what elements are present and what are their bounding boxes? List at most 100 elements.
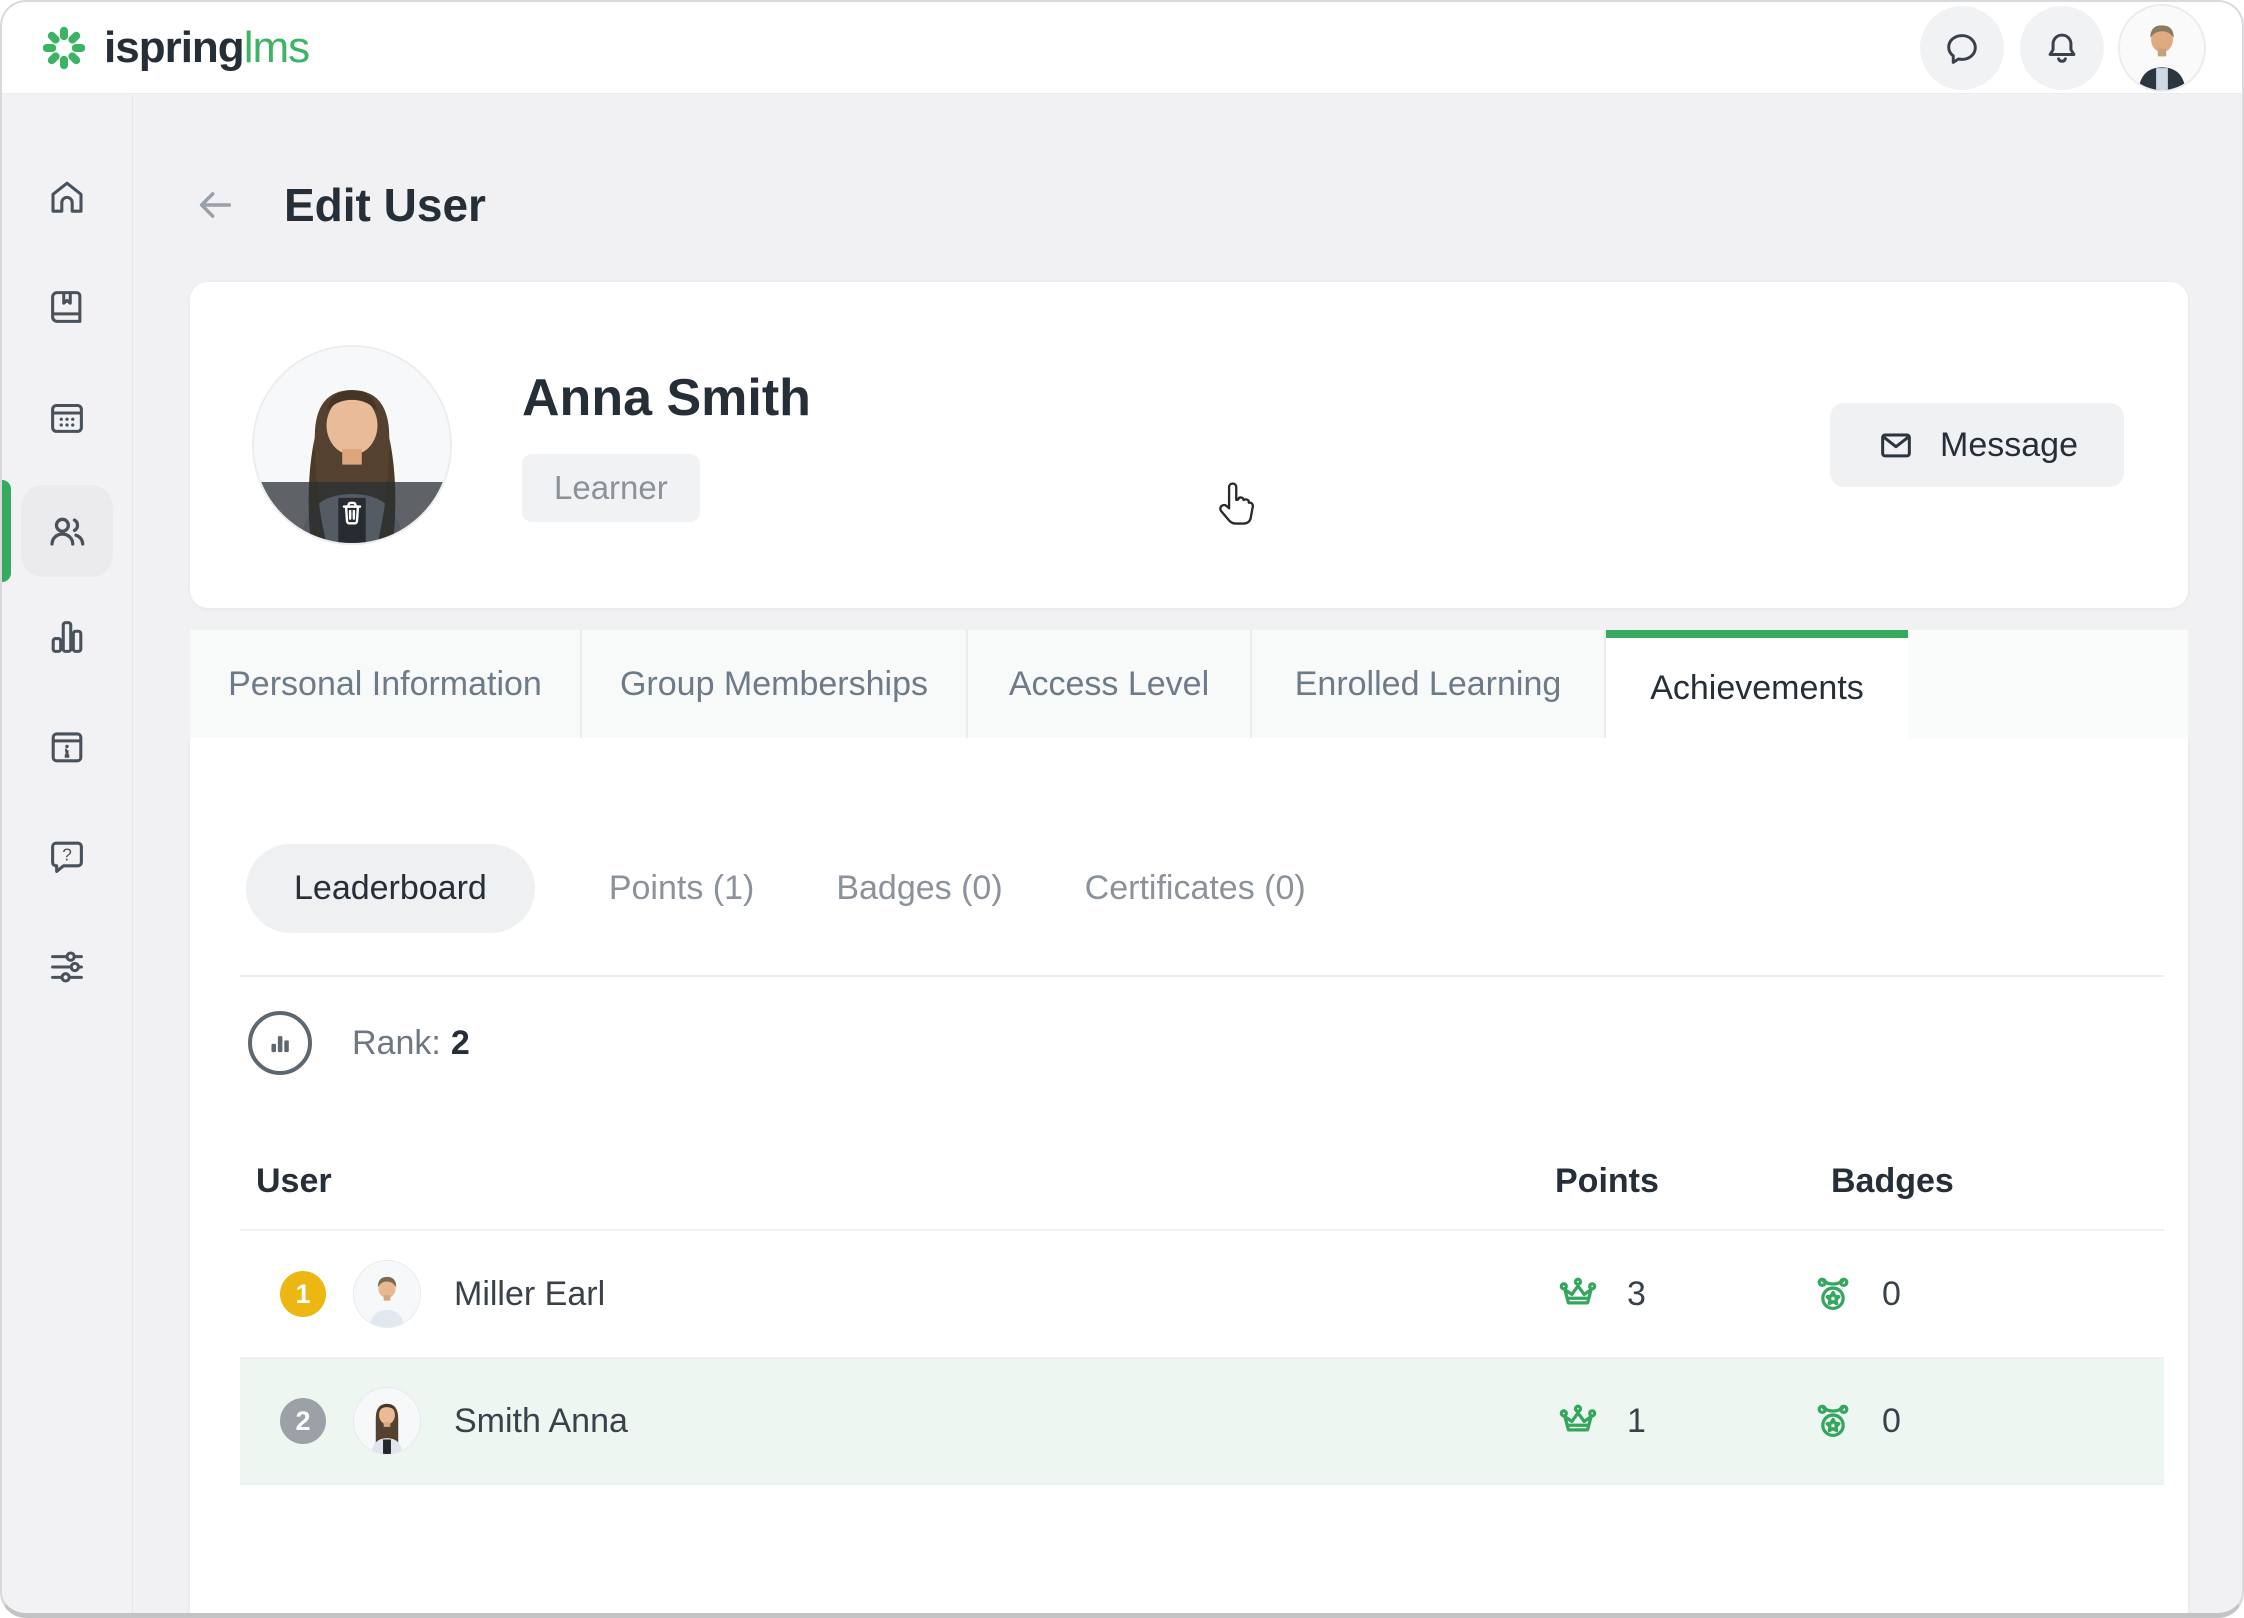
leaderboard-table: User Points Badges 1: [240, 1133, 2164, 1485]
profile-tabs: Personal Information Group Memberships A…: [190, 630, 2188, 738]
points-value: 3: [1627, 1274, 1646, 1313]
rank-value: 2: [450, 1023, 470, 1062]
user-cell: 1 Miller Earl: [240, 1261, 1555, 1327]
user-info: Anna Smith Learner: [522, 368, 811, 522]
home-icon: [51, 181, 83, 213]
tab-personal-information[interactable]: Personal Information: [190, 630, 582, 738]
crown-icon: [1559, 1277, 1597, 1305]
bar-chart-icon: [51, 621, 83, 653]
info-panel-icon: [51, 732, 83, 763]
page-header: Edit User: [192, 178, 486, 232]
subtab-badges[interactable]: Badges (0): [836, 869, 1003, 907]
calendar-icon: [51, 403, 83, 433]
tabs-filler: [1908, 630, 2188, 738]
sidebar-item-settings[interactable]: [21, 921, 113, 1013]
logo-text: ispringlms: [104, 22, 310, 73]
column-points: Points: [1555, 1161, 1659, 1200]
column-badges: Badges: [1831, 1161, 1954, 1200]
sidebar-active-indicator: [2, 480, 11, 582]
sidebar-item-help[interactable]: ?: [21, 811, 113, 903]
user-name: Anna Smith: [522, 369, 811, 427]
users-icon: [50, 517, 85, 546]
chat-icon: [1947, 33, 1977, 64]
account-avatar[interactable]: [2120, 5, 2204, 90]
top-bar-actions: [1920, 5, 2204, 90]
tab-label: Personal Information: [228, 664, 542, 703]
tab-label: Access Level: [1008, 664, 1210, 703]
badges-value: 0: [1882, 1401, 1901, 1440]
sidebar-item-home[interactable]: [21, 151, 113, 243]
points-cell: 3: [1555, 1271, 1810, 1317]
leaderboard-header: User Points Badges: [240, 1133, 2164, 1229]
row-user-name: Smith Anna: [454, 1401, 628, 1440]
leaderboard-row-miller-earl[interactable]: 1 Miller Earl: [240, 1229, 2164, 1357]
row-user-name: Miller Earl: [454, 1274, 606, 1313]
page-title: Edit User: [284, 179, 486, 231]
account-avatar-image: [2120, 5, 2204, 90]
tab-group-memberships[interactable]: Group Memberships: [582, 630, 968, 738]
notifications-button[interactable]: [2020, 5, 2104, 90]
achievements-subtabs: Leaderboard Points (1) Badges (0) Certif…: [240, 738, 2164, 933]
delete-photo-button[interactable]: [254, 482, 450, 543]
sidebar-item-users[interactable]: [21, 485, 113, 577]
logo-brand: ispring: [104, 22, 245, 72]
tab-enrolled-learning[interactable]: Enrolled Learning: [1252, 630, 1606, 738]
medal-icon: [1817, 1277, 1849, 1311]
badges-cell: 0: [1810, 1398, 2164, 1444]
sidebar-item-courses[interactable]: [21, 261, 113, 353]
role-badge: Learner: [522, 454, 700, 522]
tab-label: Achievements: [1650, 668, 1864, 707]
chat-button[interactable]: [1920, 5, 2004, 90]
tab-label: Group Memberships: [619, 664, 928, 703]
envelope-icon: [1881, 433, 1911, 458]
sidebar-item-calendar[interactable]: [21, 371, 113, 463]
help-icon: ?: [51, 841, 83, 873]
logo-product: lms: [243, 22, 310, 72]
rank-chart-icon: [248, 1011, 312, 1075]
medal-icon: [1817, 1404, 1849, 1438]
rank-label: Rank:: [352, 1023, 441, 1062]
subtab-leaderboard[interactable]: Leaderboard: [246, 844, 535, 933]
sliders-icon: [51, 951, 83, 983]
column-user: User: [256, 1161, 332, 1200]
leaderboard-row-smith-anna[interactable]: 2 Smith Anna: [240, 1357, 2164, 1485]
rank-summary: Rank: 2: [240, 1011, 2164, 1075]
bell-icon: [2048, 33, 2076, 63]
row-avatar: [354, 1388, 420, 1454]
user-cell: 2 Smith Anna: [240, 1388, 1555, 1454]
rank-text: Rank: 2: [352, 1024, 470, 1063]
back-button[interactable]: [192, 182, 238, 228]
badges-value: 0: [1882, 1274, 1901, 1313]
subtab-certificates[interactable]: Certificates (0): [1084, 869, 1306, 907]
top-bar: ispringlms: [2, 2, 2242, 94]
user-card: Anna Smith Learner Message: [190, 282, 2188, 608]
rank-position-badge: 1: [280, 1271, 326, 1317]
tab-achievements[interactable]: Achievements: [1606, 630, 1908, 738]
sidebar: ?: [2, 95, 133, 1613]
points-cell: 1: [1555, 1398, 1810, 1444]
subtab-points[interactable]: Points (1): [608, 869, 755, 907]
sidebar-item-reports[interactable]: [21, 591, 113, 683]
achievements-panel: Leaderboard Points (1) Badges (0) Certif…: [190, 738, 2188, 1613]
subtabs-divider: [240, 975, 2164, 977]
ispring-burst-icon: [42, 26, 86, 69]
message-button[interactable]: Message: [1830, 403, 2124, 487]
book-icon: [51, 291, 82, 323]
points-value: 1: [1627, 1401, 1646, 1440]
ispring-logo: ispringlms: [40, 22, 310, 73]
tab-label: Enrolled Learning: [1294, 664, 1562, 703]
rank-position-badge: 2: [280, 1398, 326, 1444]
crown-icon: [1559, 1404, 1597, 1432]
sidebar-item-content[interactable]: [21, 701, 113, 793]
tab-access-level[interactable]: Access Level: [968, 630, 1252, 738]
svg-text:?: ?: [62, 845, 72, 865]
trash-icon: [342, 501, 362, 525]
message-button-label: Message: [1940, 425, 2078, 464]
row-avatar: [354, 1261, 420, 1327]
row-avatar-image: [354, 1388, 420, 1454]
back-arrow-icon: [199, 192, 232, 218]
row-avatar-image: [354, 1261, 420, 1327]
user-avatar: [254, 347, 450, 543]
badges-cell: 0: [1810, 1271, 2164, 1317]
